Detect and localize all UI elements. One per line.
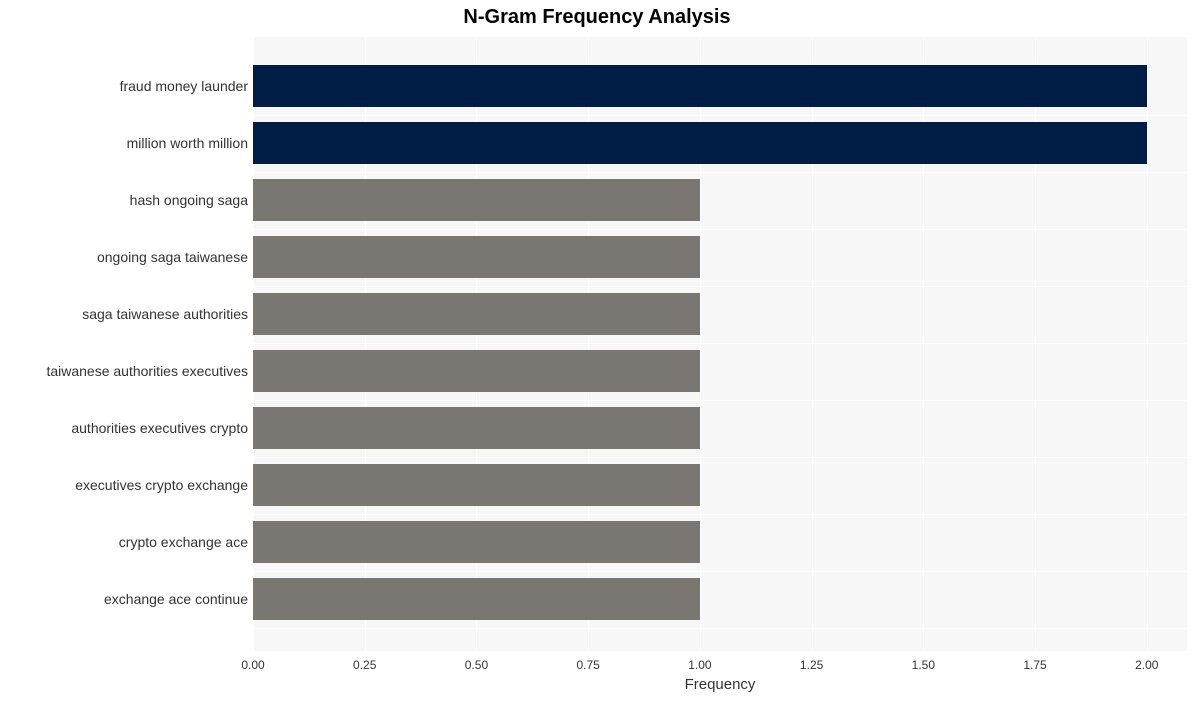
bar [253, 179, 700, 221]
x-tick-label: 2.00 [1135, 658, 1158, 672]
row-separator [253, 571, 1187, 572]
row-separator [253, 172, 1187, 173]
x-tick-label: 0.00 [241, 658, 264, 672]
row-separator [253, 514, 1187, 515]
row-separator [253, 36, 1187, 37]
x-axis-label: Frequency [253, 676, 1187, 693]
x-tick-label: 1.25 [800, 658, 823, 672]
y-tick-label: executives crypto exchange [75, 477, 248, 493]
x-tick-label: 1.50 [912, 658, 935, 672]
x-tick-label: 0.50 [465, 658, 488, 672]
bar [253, 578, 700, 620]
x-tick-label: 0.25 [353, 658, 376, 672]
row-separator [253, 628, 1187, 629]
y-tick-label: taiwanese authorities executives [46, 363, 248, 379]
row-separator [253, 229, 1187, 230]
row-separator [253, 457, 1187, 458]
y-tick-label: hash ongoing saga [130, 192, 248, 208]
plot-area [253, 36, 1187, 652]
row-separator [253, 651, 1187, 652]
y-tick-label: authorities executives crypto [71, 420, 248, 436]
bar [253, 293, 700, 335]
x-tick-label: 1.00 [688, 658, 711, 672]
ngram-frequency-chart: N-Gram Frequency Analysis Frequency 0.00… [0, 0, 1194, 701]
y-tick-label: ongoing saga taiwanese [97, 249, 248, 265]
x-tick-label: 1.75 [1023, 658, 1046, 672]
bar [253, 65, 1147, 107]
bar [253, 521, 700, 563]
bar [253, 464, 700, 506]
row-separator [253, 343, 1187, 344]
y-tick-label: million worth million [127, 135, 248, 151]
bar [253, 407, 700, 449]
bar [253, 122, 1147, 164]
row-separator [253, 286, 1187, 287]
y-tick-label: fraud money launder [120, 78, 248, 94]
gridline [1147, 36, 1148, 652]
chart-title: N-Gram Frequency Analysis [0, 6, 1194, 29]
row-separator [253, 115, 1187, 116]
bar [253, 350, 700, 392]
x-tick-label: 0.75 [576, 658, 599, 672]
row-separator [253, 400, 1187, 401]
bar [253, 236, 700, 278]
y-tick-label: exchange ace continue [104, 591, 248, 607]
y-tick-label: saga taiwanese authorities [82, 306, 248, 322]
y-tick-label: crypto exchange ace [119, 534, 248, 550]
